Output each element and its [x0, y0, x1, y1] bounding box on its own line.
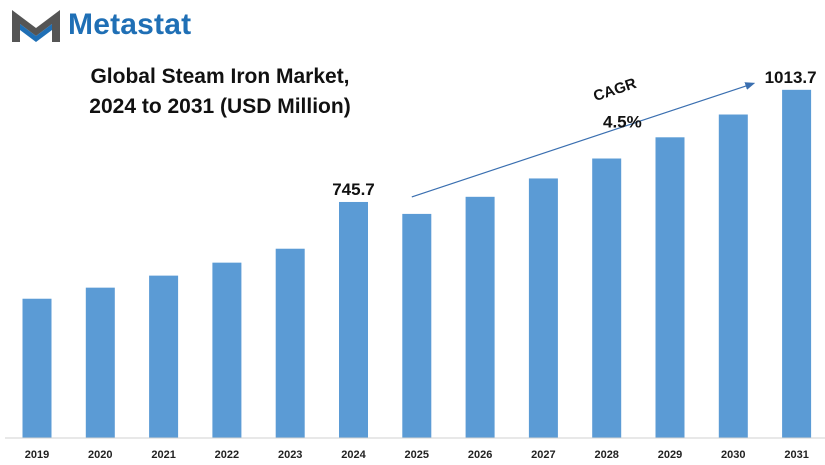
bar-2028	[592, 158, 622, 439]
bar-2027	[528, 178, 558, 438]
chart-title-line-1: Global Steam Iron Market,	[90, 65, 350, 88]
x-tick-2021: 2021	[151, 449, 175, 461]
bar-2031	[782, 89, 812, 439]
bars-layer	[22, 89, 812, 439]
data-label-2024: 745.7	[332, 180, 375, 199]
data-label-2031: 1013.7	[765, 68, 817, 87]
bar-2023	[275, 248, 305, 438]
bar-2030	[718, 114, 748, 439]
chart-title-line-2: 2024 to 2031 (USD Million)	[89, 95, 351, 118]
bar-2019	[22, 298, 52, 438]
x-tick-2025: 2025	[405, 449, 429, 461]
bar-2026	[465, 196, 495, 438]
cagr-value: 4.5%	[603, 112, 642, 131]
x-tick-labels: 2019 2020 2021 2022 2023 2024 2025 2026 2027 2028…	[25, 449, 809, 461]
x-tick-2031: 2031	[784, 449, 808, 461]
bar-2029	[655, 137, 685, 438]
cagr-arrow	[411, 82, 756, 198]
bar-2021	[149, 275, 179, 438]
x-tick-2030: 2030	[721, 449, 745, 461]
data-labels: 745.7 1013.7	[332, 68, 816, 199]
brand-logo: Metastat	[8, 4, 191, 46]
bar-2024	[339, 201, 368, 438]
bar-2020	[85, 287, 115, 438]
metastat-logo-icon	[12, 10, 60, 42]
x-tick-2029: 2029	[658, 449, 682, 461]
x-tick-2028: 2028	[594, 449, 618, 461]
bar-2022	[212, 262, 242, 438]
cagr-label: CAGR	[591, 75, 638, 105]
x-tick-2023: 2023	[278, 449, 302, 461]
x-tick-2020: 2020	[88, 449, 112, 461]
x-tick-2027: 2027	[531, 449, 555, 461]
x-tick-2019: 2019	[25, 449, 49, 461]
x-tick-2026: 2026	[468, 449, 492, 461]
brand-name: Metastat	[68, 8, 192, 41]
bar-2025	[402, 213, 432, 438]
chart-title: Global Steam Iron Market, 2024 to 2031 (…	[40, 62, 400, 122]
x-tick-2024: 2024	[341, 449, 366, 461]
x-tick-2022: 2022	[215, 449, 239, 461]
